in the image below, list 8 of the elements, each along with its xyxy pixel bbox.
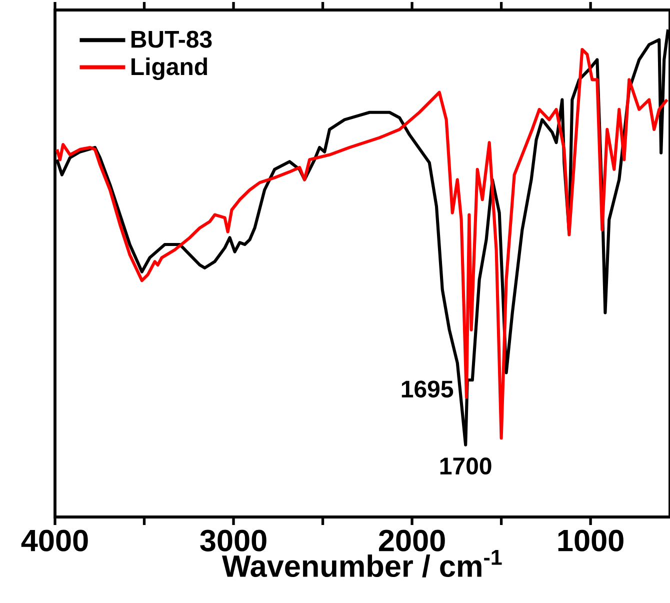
x-tick-label: 4000 [21, 530, 88, 552]
x-tick-label: 3000 [200, 530, 266, 552]
legend-label: BUT-83 [132, 30, 212, 48]
legend-label: Ligand [132, 58, 207, 80]
annotation: 1695 [402, 380, 454, 398]
x-tick-label: 1000 [558, 530, 624, 552]
annotation: 1700 [440, 458, 492, 475]
x-tick-label: 2000 [378, 530, 445, 552]
